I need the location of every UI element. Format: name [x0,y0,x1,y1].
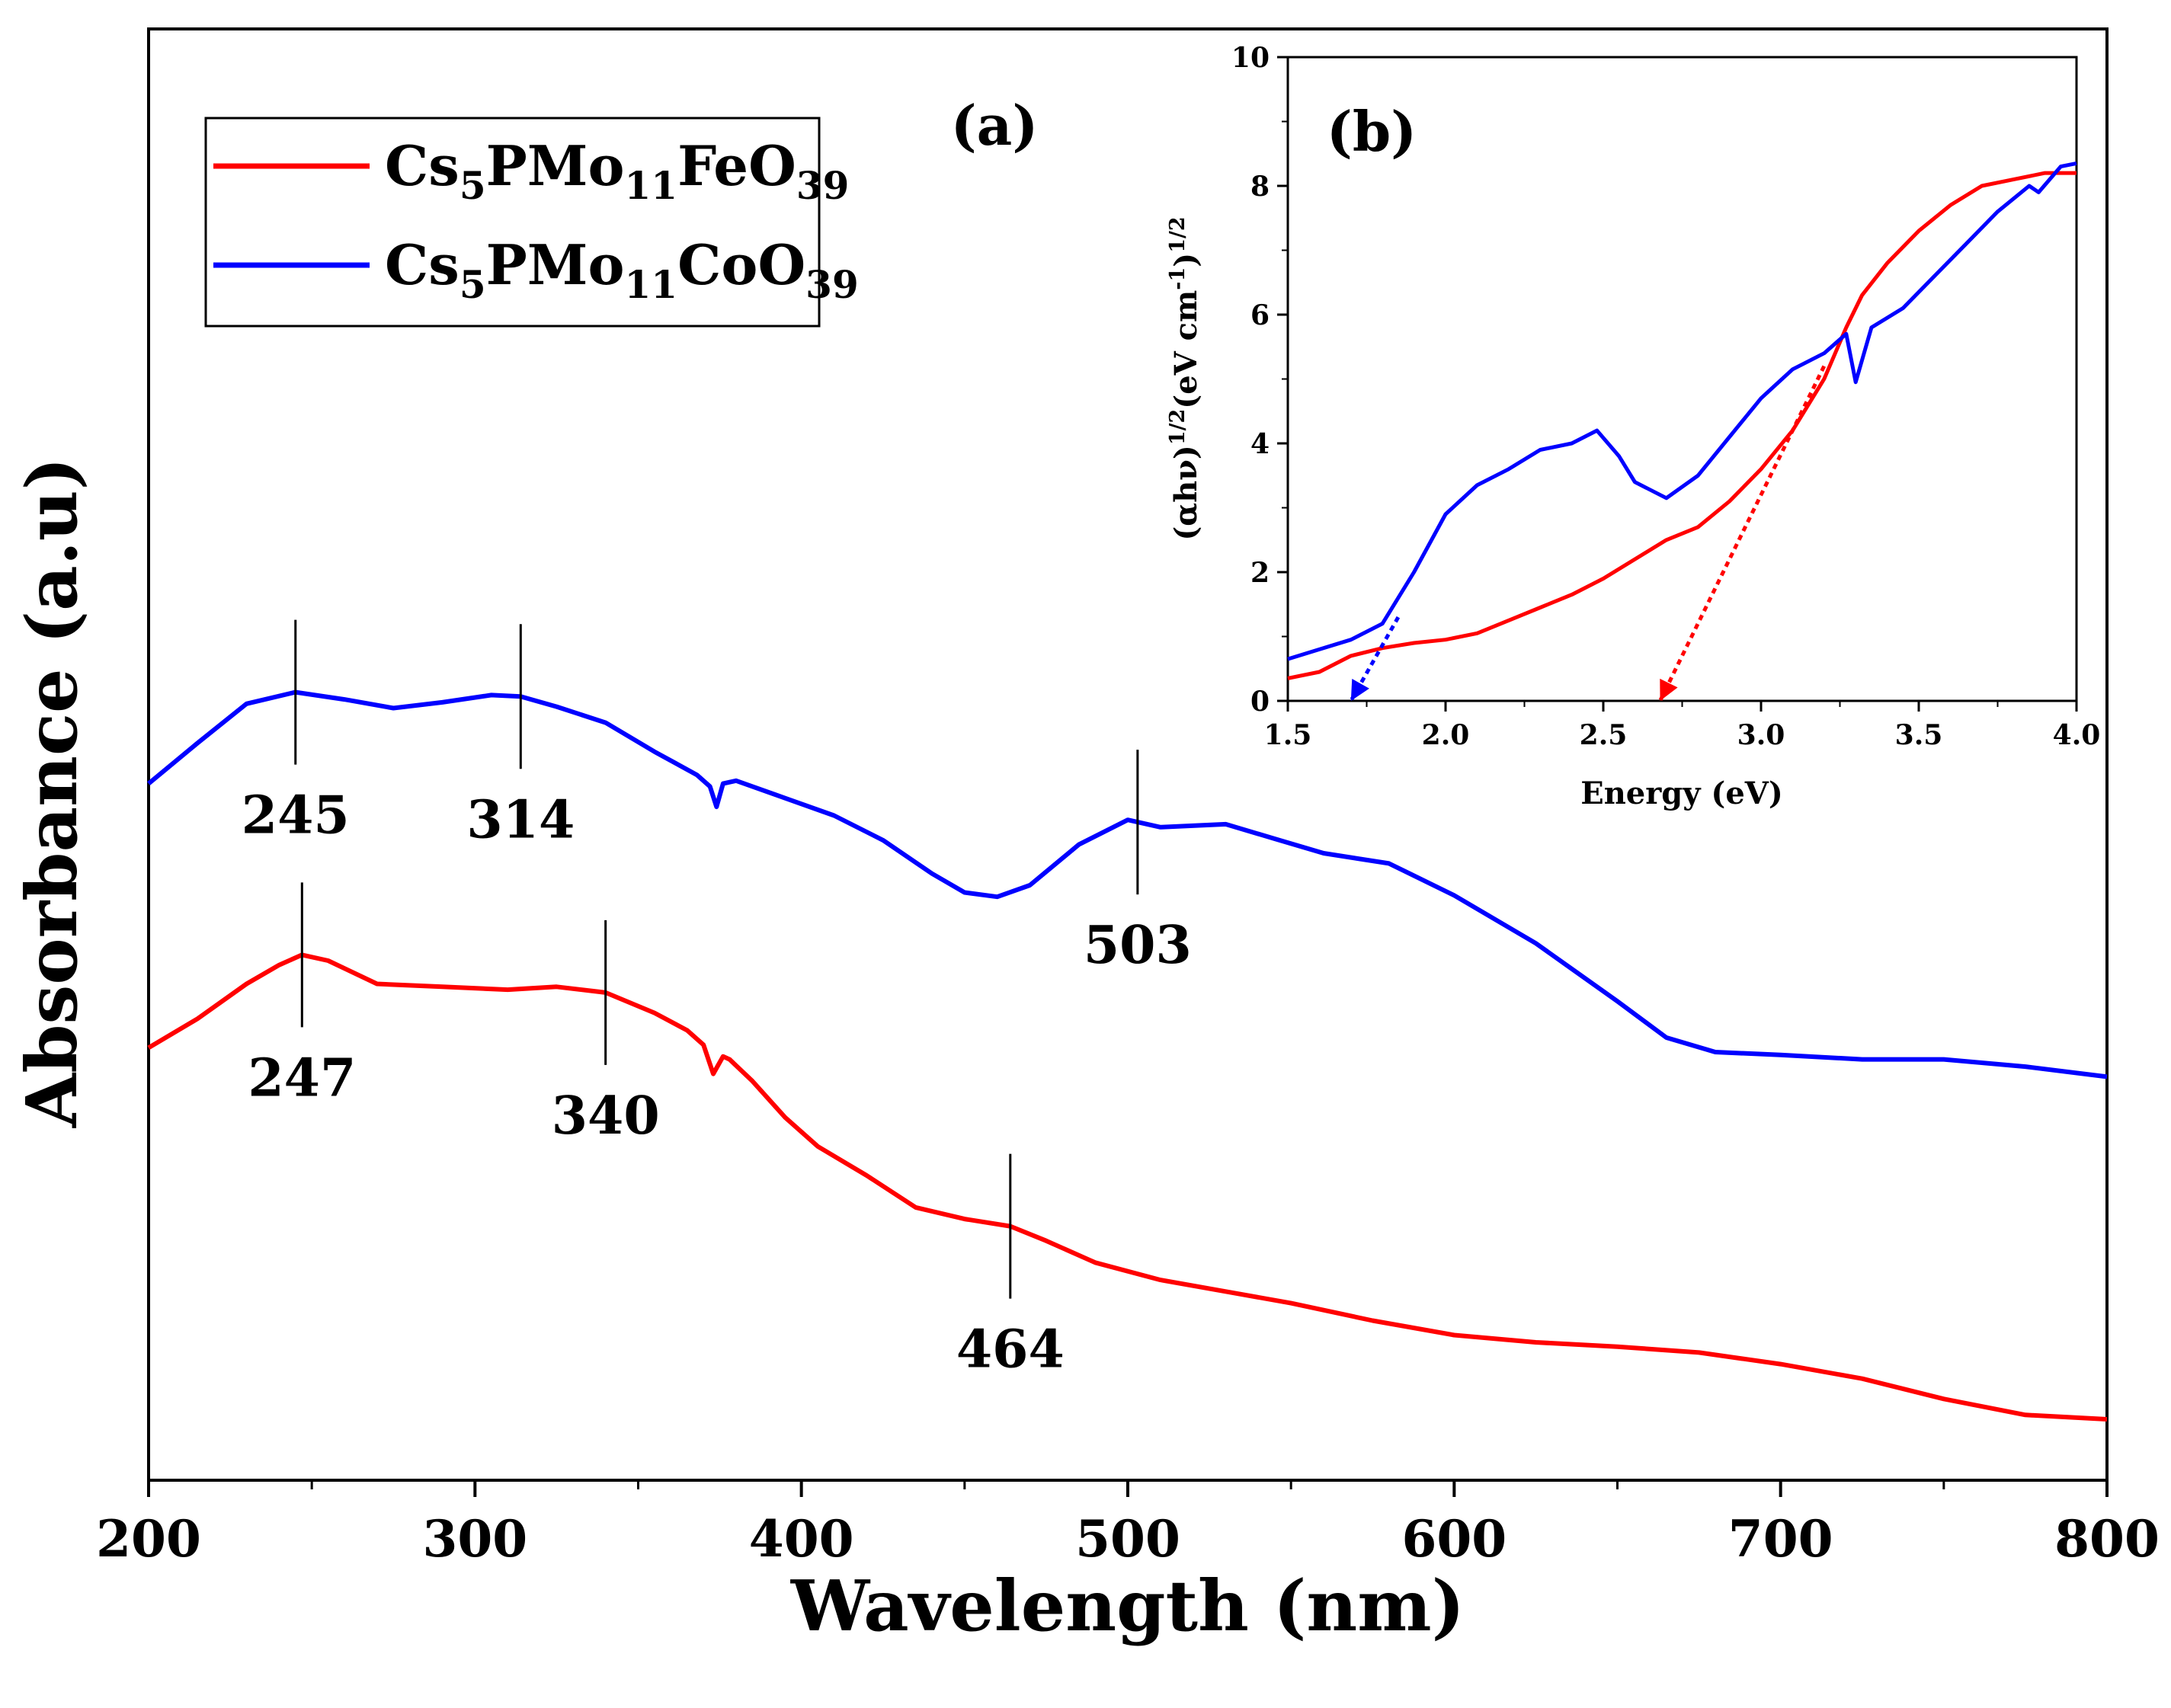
legend-co-sub2: 11 [625,262,678,307]
legend-fe-sub3: 39 [796,163,850,208]
peak-label-247: 247 [248,1048,356,1108]
inset-x-tick-label: 4.0 [2053,719,2101,751]
main-x-tick-label: 500 [1075,1509,1180,1569]
inset-y-tick-label: 0 [1250,686,1270,718]
inset-fit-arrowhead-1 [1350,678,1369,701]
inset-series-group [1287,161,2077,680]
panel-a-label: (a) [951,93,1039,158]
inset-y-tick-label: 10 [1231,42,1270,74]
legend-co-part3: CoO [677,232,805,297]
peak-label-245: 245 [242,785,350,846]
peak-label-340: 340 [552,1086,660,1147]
main-series-line-0 [147,952,2108,1422]
inset-y-ticks: 0 2 4 6 8 10 [1231,42,1288,718]
main-y-axis-label: Absorbance (a.u) [11,457,93,1128]
inset-fit-line-0 [1658,365,1827,702]
legend: Cs5PMo11FeO39 Cs5PMo11CoO39 [204,117,859,328]
inset-x-tick-label: 3.0 [1737,719,1785,751]
inset-x-tick-label: 2.5 [1580,719,1628,751]
inset-fit-arrows [1349,365,1827,702]
main-x-ticks: 200 300 400 500 600 700 800 [96,1480,2160,1569]
inset-plot: 1.5 2.0 2.5 3.0 3.5 4.0 0 2 4 6 8 10 Energy (eV) (… [1166,42,2100,811]
main-x-tick-label: 800 [2054,1509,2160,1569]
inset-y-tick-label: 4 [1250,428,1270,460]
main-x-tick-label: 300 [422,1509,527,1569]
legend-fe-sub1: 5 [459,163,486,208]
inset-ylabel-sup2: -1 [1166,267,1190,290]
legend-fe-sub2: 11 [625,163,678,208]
main-plot: 200 300 400 500 600 700 800 245 314503247340464… [11,27,2160,1647]
legend-fe-part3: FeO [677,133,796,198]
inset-y-tick-label: 8 [1250,171,1270,203]
inset-x-tick-label: 2.0 [1422,719,1470,751]
legend-co-sub3: 39 [805,262,859,307]
legend-fe-part2: PMo [486,133,625,198]
main-series-group [147,689,2108,1422]
inset-ylabel-sup1: 1/2 [1166,409,1190,445]
peak-label-314: 314 [466,789,575,850]
inset-y-tick-label: 2 [1250,557,1270,589]
inset-series-line-0 [1287,171,2077,680]
inset-ylabel-part2: (eV cm [1168,290,1204,409]
inset-fit-arrowhead-0 [1660,678,1678,701]
inset-x-tick-label: 1.5 [1264,719,1312,751]
inset-ylabel-part1: (αhν) [1168,445,1204,540]
legend-label-fe: Cs5PMo11FeO39 [385,133,849,208]
inset-x-axis-label: Energy (eV) [1580,776,1783,811]
legend-co-part1: Cs [385,232,459,297]
main-x-tick-label: 200 [96,1509,201,1569]
inset-x-tick-label: 3.5 [1895,719,1943,751]
legend-label-co: Cs5PMo11CoO39 [385,232,859,307]
panel-b-label: (b) [1327,99,1417,164]
legend-co-part2: PMo [486,232,625,297]
main-x-tick-label: 400 [749,1509,854,1569]
main-x-axis-label: Wavelength (nm) [790,1565,1465,1647]
legend-box [204,117,821,328]
legend-fe-part1: Cs [385,133,459,198]
main-x-tick-label: 700 [1728,1509,1833,1569]
inset-x-ticks: 1.5 2.0 2.5 3.0 3.5 4.0 [1264,701,2101,751]
inset-ylabel-part3: ) [1168,253,1204,267]
main-series-line-1 [147,689,2108,1079]
inset-plot-frame [1286,56,2078,702]
main-peak-annotations: 245 314 503 247 340 464 [242,619,1192,1380]
inset-y-axis-label: (αhν)1/2(eV cm-1)1/2 [1166,216,1204,540]
inset-series-line-1 [1287,161,2077,661]
inset-y-tick-label: 6 [1250,299,1270,331]
peak-label-464: 464 [956,1319,1065,1380]
main-x-tick-label: 600 [1401,1509,1507,1569]
legend-co-sub1: 5 [459,262,486,307]
peak-label-503: 503 [1084,915,1192,976]
inset-ylabel-sup3: 1/2 [1166,216,1190,252]
